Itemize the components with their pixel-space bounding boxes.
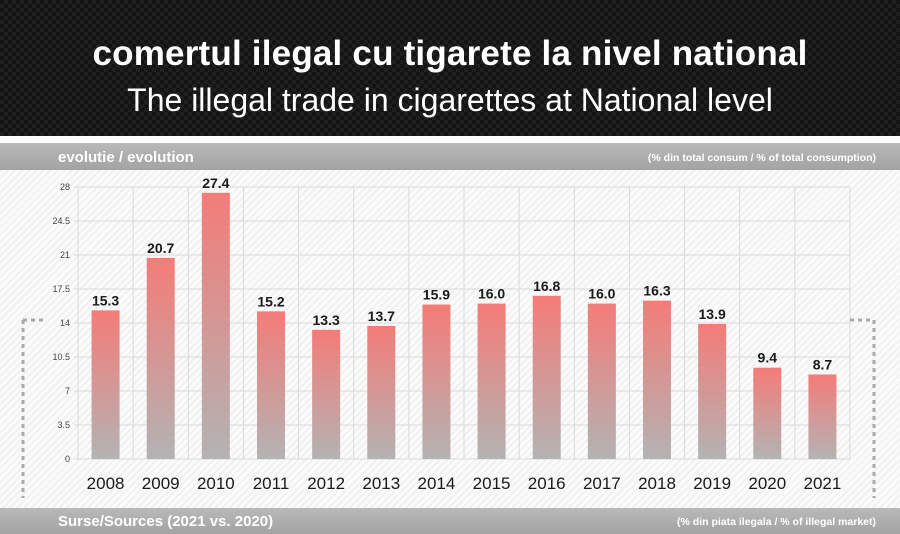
- x-tick-label-2013: 2013: [362, 474, 400, 493]
- data-label-2019: 13.9: [699, 306, 726, 322]
- bar-2021: [808, 374, 837, 459]
- y-tick-label: 17.5: [52, 284, 70, 294]
- x-tick-label-2008: 2008: [87, 474, 125, 493]
- unit-label-consumption: (% din total consum / % of total consump…: [647, 152, 876, 164]
- y-tick-label: 21: [60, 250, 70, 260]
- data-label-2021: 8.7: [813, 356, 833, 372]
- y-tick-label: 14: [60, 318, 70, 328]
- data-label-2009: 20.7: [147, 240, 174, 256]
- x-tick-label-2012: 2012: [307, 474, 345, 493]
- x-tick-label-2014: 2014: [418, 474, 456, 493]
- bar-2014: [422, 304, 451, 459]
- bar-2018: [643, 300, 671, 459]
- bar-2013: [367, 325, 396, 459]
- y-tick-label: 3.5: [57, 420, 70, 430]
- bar-2015: [477, 303, 506, 459]
- data-label-2016: 16.8: [533, 278, 560, 294]
- bar-2008: [91, 310, 120, 459]
- bar-2010: [201, 192, 230, 460]
- x-tick-label-2016: 2016: [528, 474, 566, 493]
- data-label-2012: 13.3: [313, 312, 340, 328]
- section-bar-sources: Surse/Sources (2021 vs. 2020) (% din pia…: [0, 508, 900, 534]
- x-tick-label-2020: 2020: [748, 474, 786, 493]
- unit-label-illegal-market: (% din piata ilegala / % of illegal mark…: [677, 516, 876, 528]
- data-label-2020: 9.4: [758, 350, 778, 366]
- section-bar-evolution: evolutie / evolution (% din total consum…: [0, 143, 900, 170]
- y-tick-label: 24.5: [52, 216, 70, 226]
- title-english: The illegal trade in cigarettes at Natio…: [127, 82, 773, 118]
- x-tick-label-2010: 2010: [197, 474, 235, 493]
- x-tick-label-2017: 2017: [583, 474, 621, 493]
- y-tick-label: 28: [60, 182, 70, 192]
- bar-2017: [587, 303, 616, 459]
- data-label-2017: 16.0: [588, 286, 615, 302]
- x-tick-label-2009: 2009: [142, 474, 180, 493]
- y-tick-label: 0: [65, 454, 70, 464]
- section-label-sources: Surse/Sources (2021 vs. 2020): [58, 513, 274, 530]
- data-label-2015: 16.0: [478, 286, 505, 302]
- data-label-2013: 13.7: [368, 308, 395, 324]
- bar-2011: [257, 311, 285, 459]
- header-banner: comertul ilegal cu tigarete la nivel nat…: [0, 0, 900, 136]
- data-label-2018: 16.3: [643, 283, 670, 299]
- data-label-2014: 15.9: [423, 287, 450, 303]
- bar-2016: [532, 295, 561, 459]
- x-tick-label-2015: 2015: [473, 474, 511, 493]
- bar-2020: [753, 367, 782, 459]
- section-label-evolution: evolutie / evolution: [58, 149, 194, 166]
- data-label-2010: 27.4: [202, 175, 229, 191]
- y-tick-label: 7: [65, 386, 70, 396]
- bar-2012: [312, 329, 341, 459]
- x-tick-label-2019: 2019: [693, 474, 731, 493]
- y-tick-label: 10.5: [52, 352, 70, 362]
- data-label-2011: 15.2: [257, 293, 284, 309]
- x-tick-label-2018: 2018: [638, 474, 676, 493]
- x-tick-label-2021: 2021: [804, 474, 842, 493]
- data-label-2008: 15.3: [92, 292, 119, 308]
- bar-2009: [146, 257, 175, 459]
- title-romanian: comertul ilegal cu tigarete la nivel nat…: [92, 34, 808, 73]
- bar-2019: [698, 323, 727, 459]
- x-tick-label-2011: 2011: [253, 474, 290, 493]
